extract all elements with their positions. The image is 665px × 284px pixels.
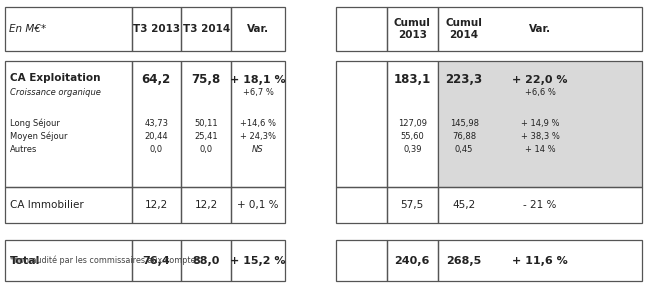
Bar [336, 187, 387, 223]
Text: 240,6: 240,6 [394, 256, 430, 266]
Bar [132, 187, 181, 223]
Bar [5, 61, 132, 187]
Text: 45,2: 45,2 [453, 200, 475, 210]
Bar [387, 61, 438, 187]
Text: 268,5: 268,5 [446, 256, 482, 266]
Text: Cumul
2014: Cumul 2014 [446, 18, 483, 40]
Text: 0,0: 0,0 [200, 145, 213, 154]
Text: - 21 %: - 21 % [523, 200, 557, 210]
Text: 88,0: 88,0 [192, 256, 220, 266]
Text: 76,4: 76,4 [142, 256, 170, 266]
Text: + 11,6 %: + 11,6 % [512, 256, 568, 266]
Bar [132, 61, 181, 187]
Bar [387, 240, 438, 281]
Text: 12,2: 12,2 [195, 200, 217, 210]
Text: 64,2: 64,2 [142, 73, 171, 86]
Text: Var.: Var. [529, 24, 551, 34]
Text: Autres: Autres [10, 145, 37, 154]
Bar [132, 240, 181, 281]
Text: 57,5: 57,5 [401, 200, 424, 210]
Text: + 22,0 %: + 22,0 % [512, 74, 568, 85]
Text: + 14,9 %: + 14,9 % [521, 119, 559, 128]
Text: Var.: Var. [247, 24, 269, 34]
Text: + 24,3%: + 24,3% [240, 132, 276, 141]
Bar [132, 7, 181, 51]
Text: NS: NS [252, 145, 264, 154]
Bar [387, 187, 438, 223]
Bar [336, 7, 387, 51]
Bar [438, 240, 642, 281]
Text: *non audité par les commissaires aux comptes: *non audité par les commissaires aux com… [10, 255, 199, 265]
Text: 0,39: 0,39 [403, 145, 422, 154]
Text: 25,41: 25,41 [194, 132, 218, 141]
Text: +14,6 %: +14,6 % [240, 119, 276, 128]
Text: 43,73: 43,73 [144, 119, 168, 128]
Text: 145,98: 145,98 [450, 119, 479, 128]
Text: Long Séjour: Long Séjour [10, 119, 60, 128]
Bar [387, 7, 438, 51]
Text: Croissance organique: Croissance organique [10, 88, 101, 97]
Text: Cumul
2013: Cumul 2013 [394, 18, 431, 40]
Text: + 18,1 %: + 18,1 % [230, 74, 286, 85]
Bar [438, 61, 642, 187]
Text: 0,0: 0,0 [150, 145, 163, 154]
Text: 75,8: 75,8 [192, 73, 221, 86]
Text: +6,6 %: +6,6 % [525, 88, 555, 97]
Text: 76,88: 76,88 [452, 132, 476, 141]
Bar [181, 187, 231, 223]
Bar [438, 187, 642, 223]
Text: 0,45: 0,45 [455, 145, 473, 154]
Text: 55,60: 55,60 [400, 132, 424, 141]
Text: 20,44: 20,44 [144, 132, 168, 141]
Text: T3 2013: T3 2013 [133, 24, 180, 34]
Bar [438, 7, 642, 51]
Bar [336, 240, 387, 281]
Bar [181, 240, 231, 281]
Text: 12,2: 12,2 [145, 200, 168, 210]
Text: T3 2014: T3 2014 [182, 24, 230, 34]
Bar [5, 240, 132, 281]
Text: 50,11: 50,11 [194, 119, 218, 128]
Bar [5, 187, 132, 223]
Text: 127,09: 127,09 [398, 119, 427, 128]
Text: 223,3: 223,3 [446, 73, 483, 86]
Text: +6,7 %: +6,7 % [243, 88, 273, 97]
Text: En M€*: En M€* [9, 24, 46, 34]
Text: + 15,2 %: + 15,2 % [230, 256, 286, 266]
Bar [231, 61, 285, 187]
Text: Moyen Séjour: Moyen Séjour [10, 131, 67, 141]
Bar [231, 7, 285, 51]
Text: 183,1: 183,1 [394, 73, 431, 86]
Text: + 38,3 %: + 38,3 % [521, 132, 559, 141]
Bar [231, 187, 285, 223]
Bar [231, 240, 285, 281]
Bar [181, 61, 231, 187]
Bar [336, 61, 387, 187]
Text: + 14 %: + 14 % [525, 145, 555, 154]
Text: CA Immobilier: CA Immobilier [10, 200, 84, 210]
Bar [5, 7, 132, 51]
Text: Total: Total [10, 256, 41, 266]
Text: CA Exploitation: CA Exploitation [10, 73, 100, 83]
Text: + 0,1 %: + 0,1 % [237, 200, 279, 210]
Bar [181, 7, 231, 51]
